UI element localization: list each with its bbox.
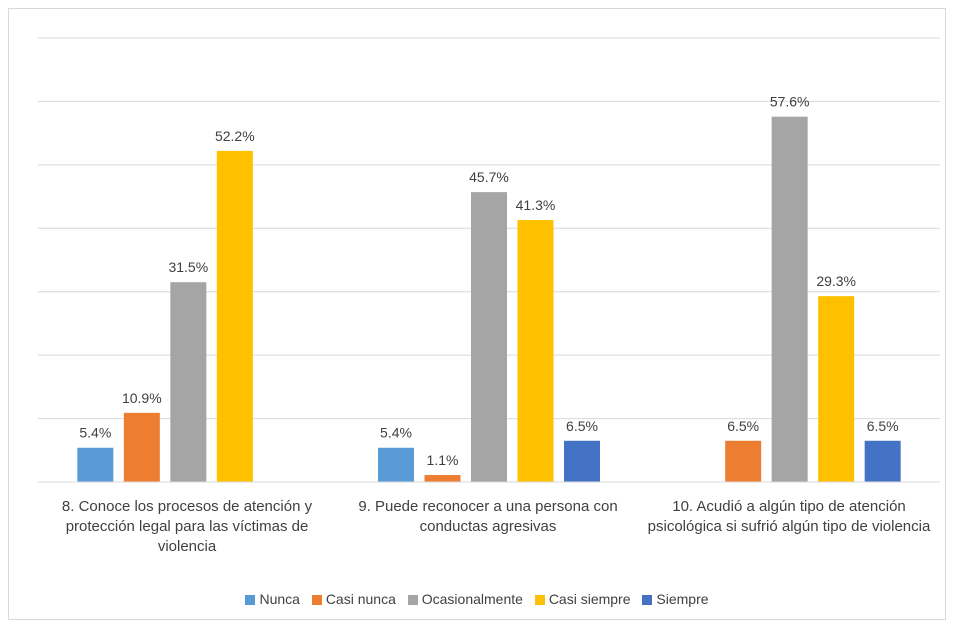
bar-ocasionalmente bbox=[771, 116, 808, 482]
bar-casi-siempre bbox=[517, 220, 554, 483]
data-label: 31.5% bbox=[168, 259, 208, 275]
data-label: 6.5% bbox=[566, 418, 598, 434]
legend-swatch bbox=[407, 595, 418, 605]
legend-label: Casi siempre bbox=[548, 591, 631, 607]
data-label: 41.3% bbox=[516, 197, 556, 213]
data-label: 1.1% bbox=[427, 452, 459, 468]
data-label: 10.9% bbox=[122, 390, 162, 406]
legend-item-casi-nunca: Casi nunca bbox=[311, 591, 396, 607]
data-label: 5.4% bbox=[380, 425, 412, 441]
legend-item-ocasionalmente: Ocasionalmente bbox=[407, 591, 523, 607]
bar-nunca bbox=[77, 447, 114, 482]
legend-swatch bbox=[245, 595, 256, 605]
bar-casi-siempre bbox=[818, 296, 855, 482]
bar-ocasionalmente bbox=[471, 192, 507, 483]
bar-casi-nunca bbox=[424, 475, 461, 482]
bars bbox=[77, 116, 901, 483]
legend-swatch bbox=[534, 595, 545, 605]
legend-item-siempre: Siempre bbox=[642, 591, 709, 607]
legend-item-nunca: Nunca bbox=[245, 591, 300, 607]
bar-siempre bbox=[864, 440, 901, 482]
data-label: 29.3% bbox=[816, 273, 856, 289]
legend-swatch bbox=[642, 595, 653, 605]
legend-label: Siempre bbox=[656, 591, 709, 607]
bar-ocasionalmente bbox=[170, 282, 207, 482]
legend: Nunca Casi nunca Ocasionalmente Casi sie… bbox=[0, 591, 954, 607]
category-label-10: 10. Acudió a algún tipo de atención psic… bbox=[647, 498, 931, 535]
data-label: 52.2% bbox=[215, 128, 255, 144]
bar-casi-siempre bbox=[216, 150, 253, 482]
legend-item-casi-siempre: Casi siempre bbox=[534, 591, 631, 607]
data-labels: 5.4% 10.9% 31.5% 52.2% 5.4% 1.1% 45.7% 41.3% 6.5… bbox=[79, 94, 898, 468]
legend-label: Nunca bbox=[259, 591, 300, 607]
legend-swatch bbox=[311, 595, 322, 605]
data-label: 6.5% bbox=[867, 418, 899, 434]
bar-nunca bbox=[378, 447, 414, 482]
data-label: 57.6% bbox=[770, 94, 810, 110]
bar-casi-nunca bbox=[725, 440, 762, 482]
category-label-9: 9. Puede reconocer a una persona con con… bbox=[358, 498, 618, 535]
legend-label: Casi nunca bbox=[325, 591, 396, 607]
category-label-8: 8. Conoce los procesos de atención y pro… bbox=[61, 498, 313, 555]
legend-label: Ocasionalmente bbox=[421, 591, 523, 607]
data-label: 6.5% bbox=[727, 418, 759, 434]
bar-casi-nunca bbox=[123, 412, 160, 482]
bar-siempre bbox=[564, 440, 600, 482]
data-label: 5.4% bbox=[79, 425, 111, 441]
data-label: 45.7% bbox=[469, 169, 509, 185]
